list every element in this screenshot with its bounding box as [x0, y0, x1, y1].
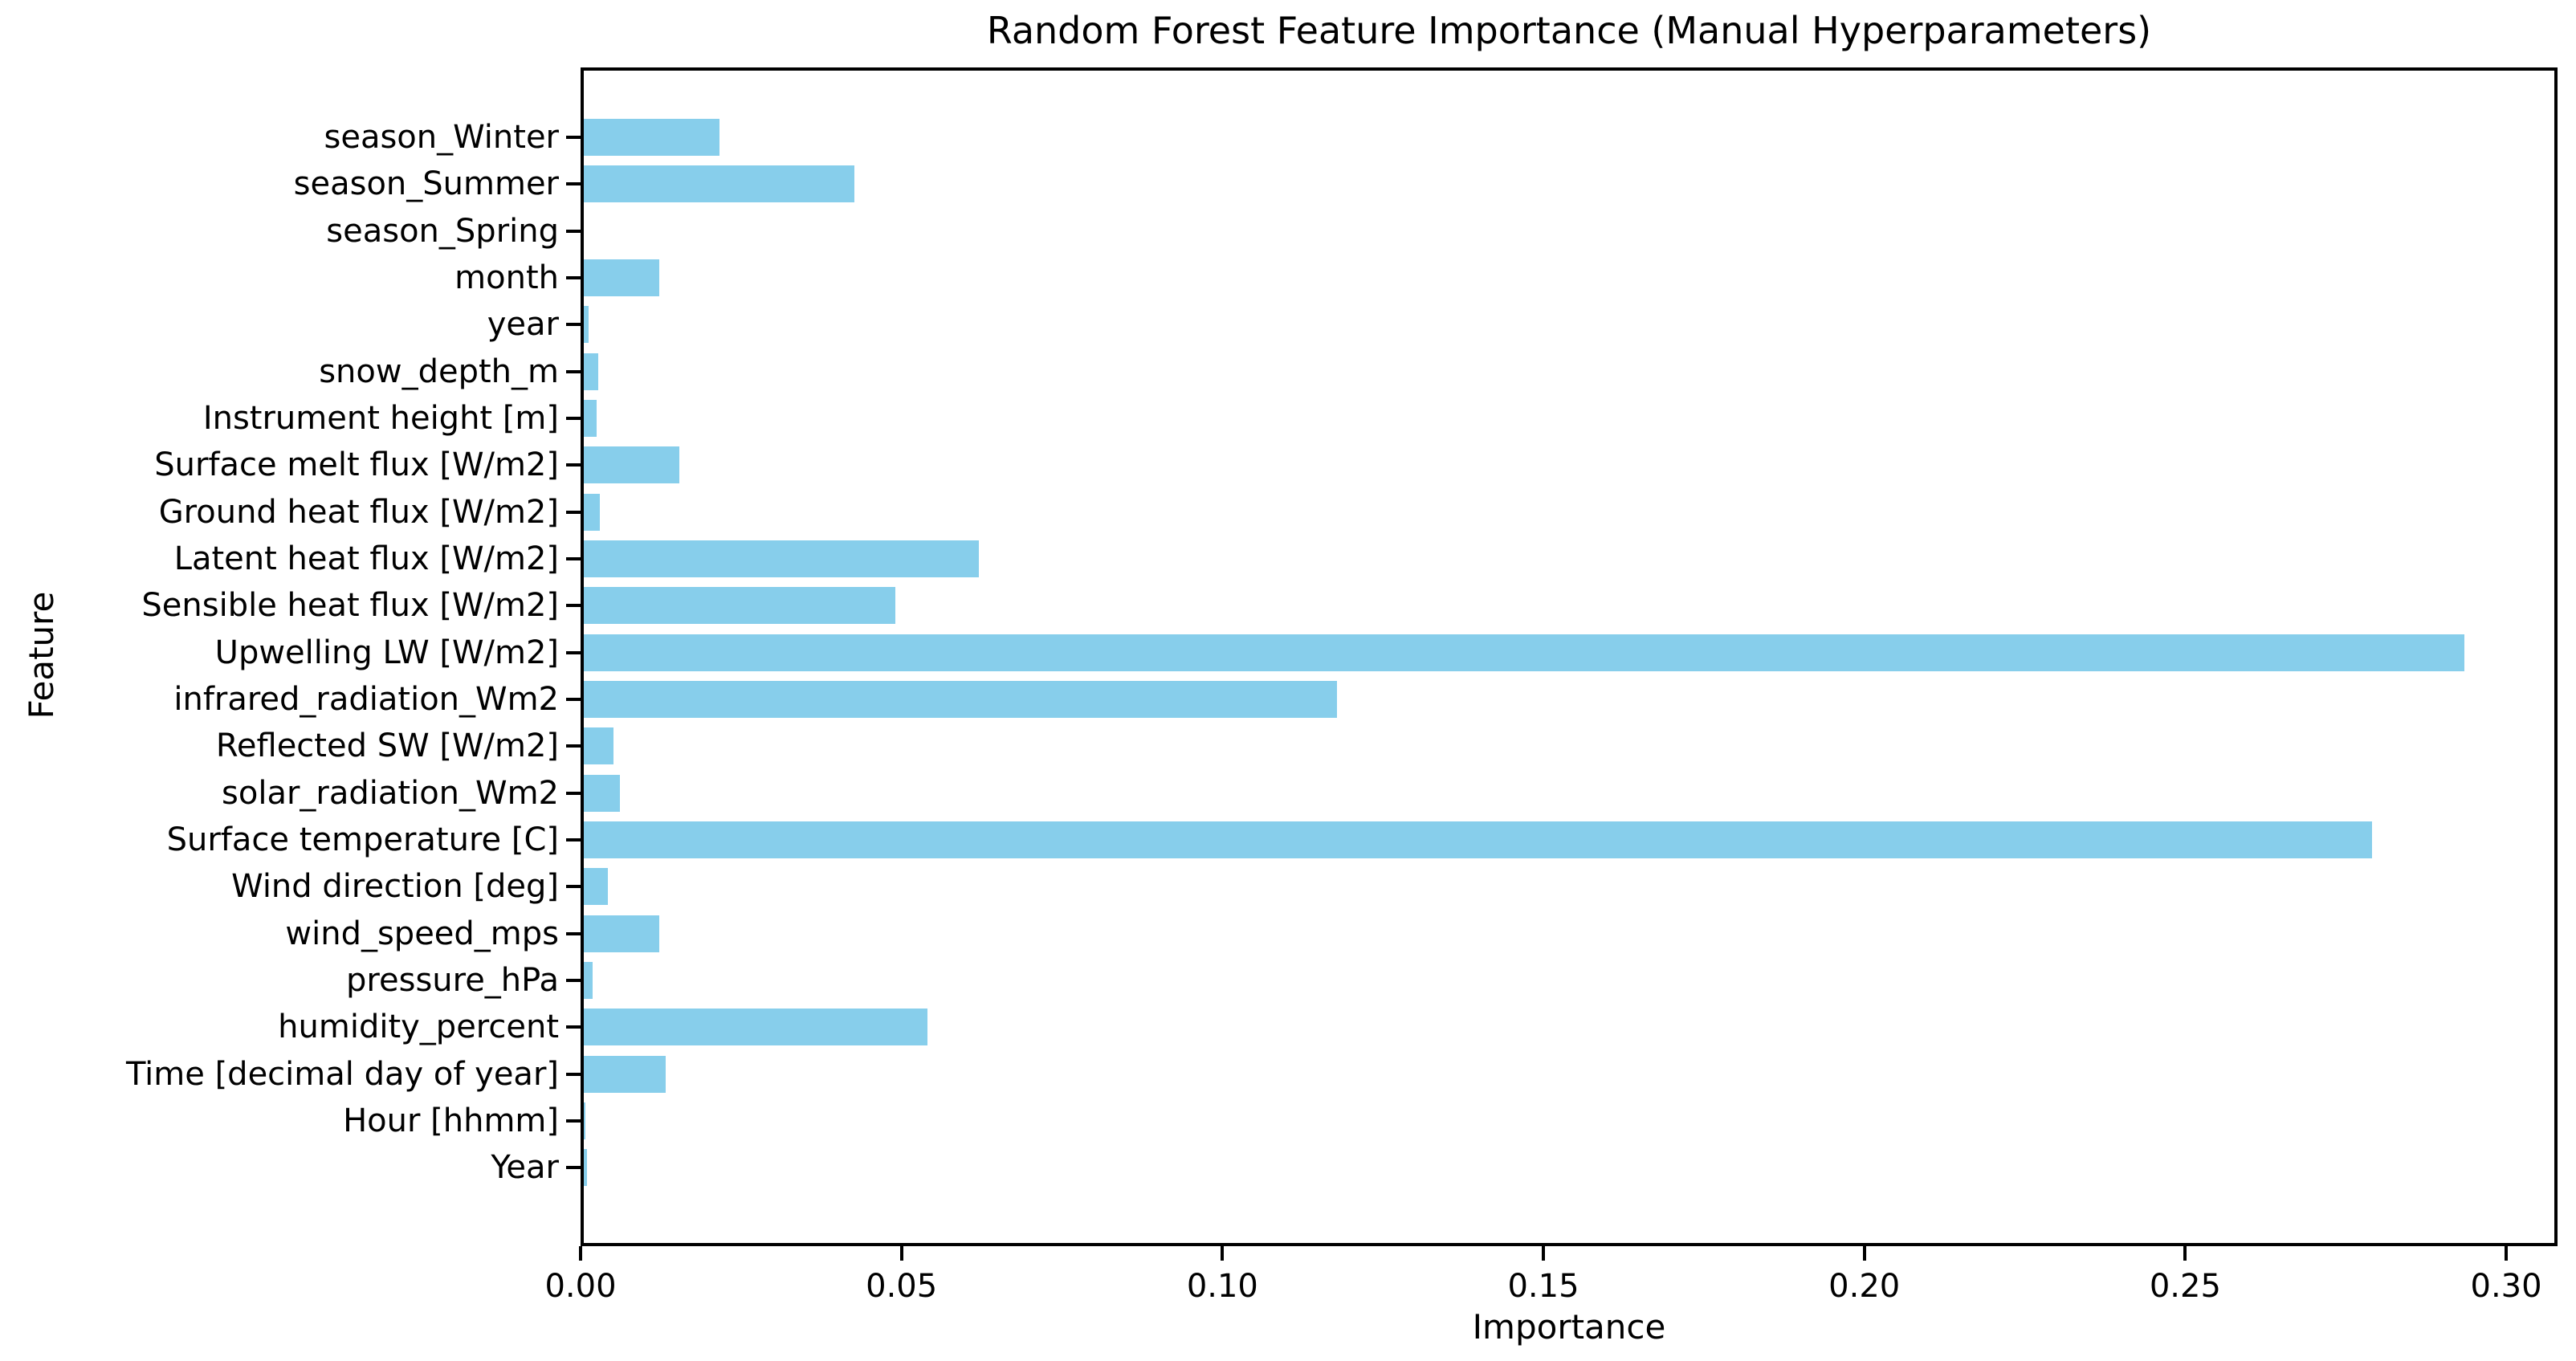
bar-humidity-percent: [581, 1009, 927, 1046]
x-tick-label: 0.20: [1828, 1268, 1901, 1305]
bar-year: [581, 1149, 587, 1187]
y-tick-mark: [566, 510, 581, 514]
bar-wind-direction-deg-: [581, 868, 608, 906]
y-tick-label: Time [decimal day of year]: [125, 1055, 559, 1093]
x-axis-label: Importance: [1472, 1307, 1666, 1347]
x-tick-mark: [2183, 1246, 2187, 1261]
y-tick-label: Surface temperature [C]: [166, 821, 559, 859]
y-tick-mark: [566, 323, 581, 327]
x-tick-label: 0.00: [544, 1268, 617, 1305]
bar-latent-heat-flux-w-m2-: [581, 540, 979, 578]
y-tick-label: season_Winter: [324, 119, 560, 156]
y-tick-label: Reflected SW [W/m2]: [215, 727, 559, 765]
y-tick-mark: [566, 369, 581, 373]
bar-sensible-heat-flux-w-m2-: [581, 587, 895, 625]
y-tick-mark: [566, 1119, 581, 1123]
x-tick-mark: [899, 1246, 903, 1261]
bar-snow-depth-m: [581, 352, 598, 390]
y-tick-label: Surface melt flux [W/m2]: [154, 446, 559, 484]
y-tick-label: season_Summer: [293, 165, 559, 203]
y-tick-label: Wind direction [deg]: [231, 868, 559, 906]
y-tick-mark: [566, 182, 581, 186]
x-tick-label: 0.10: [1186, 1268, 1258, 1305]
bar-upwelling-lw-w-m2-: [581, 634, 2464, 671]
y-tick-mark: [566, 1166, 581, 1170]
x-tick-mark: [1542, 1246, 1546, 1261]
x-tick-mark: [579, 1246, 582, 1261]
y-tick-mark: [566, 557, 581, 561]
chart-title: Random Forest Feature Importance (Manual…: [986, 9, 2152, 52]
y-tick-label: humidity_percent: [278, 1009, 559, 1046]
bar-reflected-sw-w-m2-: [581, 727, 613, 765]
x-tick-label: 0.05: [866, 1268, 938, 1305]
bar-ground-heat-flux-w-m2-: [581, 493, 600, 531]
y-tick-label: Instrument height [m]: [202, 400, 559, 438]
x-tick-mark: [1221, 1246, 1225, 1261]
bar-month: [581, 259, 659, 297]
x-tick-label: 0.25: [2149, 1268, 2221, 1305]
y-tick-mark: [566, 136, 581, 139]
y-tick-label: Sensible heat flux [W/m2]: [141, 587, 559, 625]
y-tick-mark: [566, 744, 581, 748]
bar-infrared-radiation-wm2: [581, 681, 1337, 719]
y-tick-label: Hour [hhmm]: [343, 1102, 559, 1140]
y-tick-label: season_Spring: [326, 212, 559, 250]
y-tick-mark: [566, 604, 581, 608]
y-tick-mark: [566, 276, 581, 280]
y-tick-mark: [566, 417, 581, 421]
y-tick-label: year: [487, 306, 559, 344]
bar-solar-radiation-wm2: [581, 774, 620, 812]
bar-time-decimal-day-of-year-: [581, 1055, 666, 1093]
y-tick-label: infrared_radiation_Wm2: [173, 681, 559, 719]
y-tick-label: Upwelling LW [W/m2]: [214, 634, 559, 671]
y-tick-label: Latent heat flux [W/m2]: [173, 540, 559, 578]
y-tick-label: wind_speed_mps: [285, 915, 559, 952]
bar-season-winter: [581, 119, 719, 156]
y-tick-label: pressure_hPa: [346, 962, 559, 1000]
y-tick-mark: [566, 1072, 581, 1076]
bar-surface-temperature-c-: [581, 821, 2372, 859]
x-tick-mark: [2505, 1246, 2509, 1261]
y-tick-mark: [566, 885, 581, 889]
bar-year: [581, 306, 589, 344]
bar-season-summer: [581, 165, 854, 203]
y-tick-mark: [566, 650, 581, 654]
y-tick-mark: [566, 698, 581, 702]
bar-instrument-height-m-: [581, 400, 597, 438]
y-tick-label: month: [454, 259, 559, 297]
x-tick-mark: [1862, 1246, 1866, 1261]
x-tick-label: 0.30: [2470, 1268, 2542, 1305]
y-tick-mark: [566, 463, 581, 467]
bar-wind-speed-mps: [581, 915, 659, 952]
y-tick-mark: [566, 979, 581, 983]
bar-surface-melt-flux-w-m2-: [581, 446, 679, 484]
y-tick-mark: [566, 229, 581, 233]
y-tick-mark: [566, 931, 581, 935]
x-tick-label: 0.15: [1507, 1268, 1579, 1305]
y-tick-mark: [566, 791, 581, 795]
y-tick-label: snow_depth_m: [319, 352, 559, 390]
y-tick-label: solar_radiation_Wm2: [222, 774, 559, 812]
y-tick-mark: [566, 838, 581, 842]
y-tick-label: Ground heat flux [W/m2]: [158, 493, 559, 531]
y-tick-label: Year: [491, 1149, 559, 1187]
y-tick-mark: [566, 1025, 581, 1029]
